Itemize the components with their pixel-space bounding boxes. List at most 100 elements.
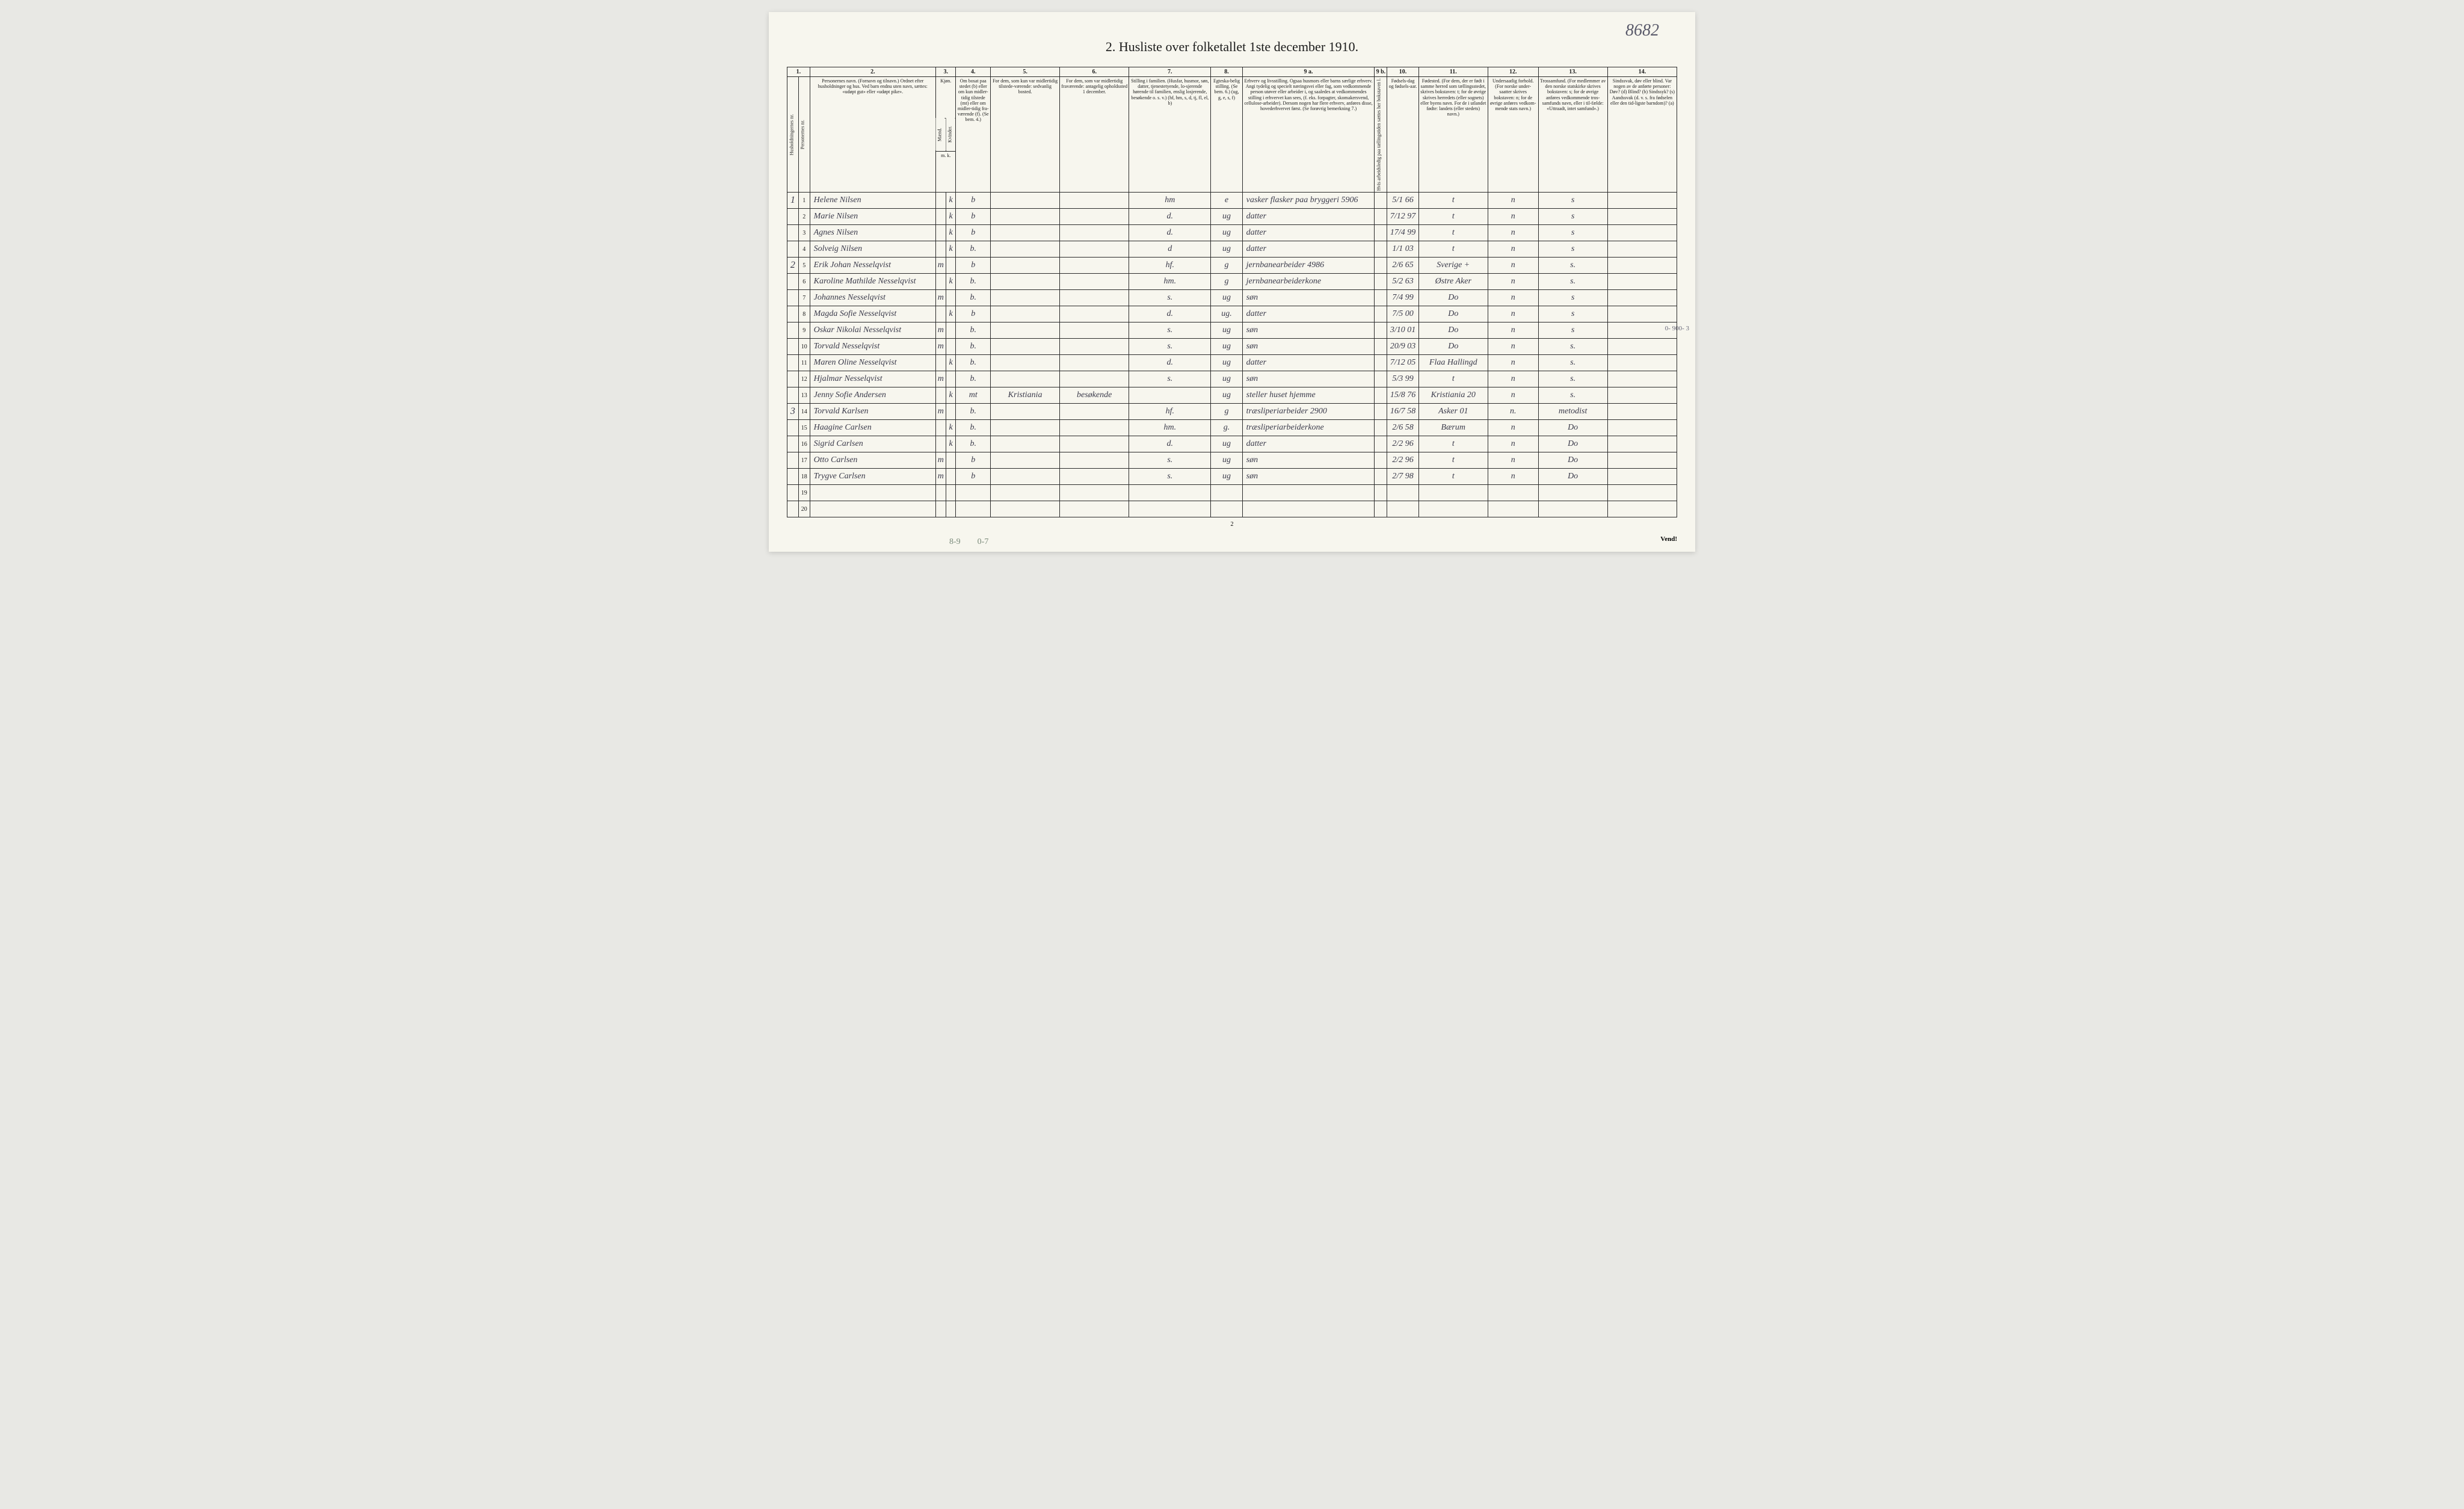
c5-cell [991,501,1060,517]
pn-cell: 6 [798,274,810,290]
table-row: 11Helene Nilsenkbhmevasker flasker paa b… [787,193,1677,209]
c11-cell: t [1418,225,1488,241]
colnum-1: 1. [787,67,810,77]
c11-cell: Kristiania 20 [1418,387,1488,404]
sex-k-cell [946,404,956,420]
c7-cell: s. [1129,469,1211,485]
c7-cell: s. [1129,452,1211,469]
name-cell [810,501,935,517]
corner-number: 8682 [1625,21,1659,40]
c10-cell: 2/2 96 [1387,436,1418,452]
name-cell: Agnes Nilsen [810,225,935,241]
c7-cell: d. [1129,355,1211,371]
table-row: 8Magda Sofie Nesselqvistkbd.ug.datter7/5… [787,306,1677,322]
c9a-cell: datter [1242,241,1375,258]
sex-k-cell [946,452,956,469]
c5-cell [991,241,1060,258]
sex-k-cell [946,469,956,485]
pn-cell: 4 [798,241,810,258]
header-nationality: Undersaatlig forhold. (For norske under-… [1488,77,1538,193]
sex-m-cell [935,436,946,452]
table-row: 6Karoline Mathilde Nesselqvistkb.hm.gjer… [787,274,1677,290]
c10-cell: 7/12 05 [1387,355,1418,371]
c10-cell: 2/7 98 [1387,469,1418,485]
residence-cell: b. [956,436,991,452]
c11-cell: t [1418,452,1488,469]
sex-k-cell [946,258,956,274]
c7-cell: s. [1129,371,1211,387]
hh-cell [787,501,799,517]
c13-cell: s [1538,225,1607,241]
residence-cell: mt [956,387,991,404]
c14-cell [1607,404,1677,420]
bottom-notes: 8-9 0-7 [949,537,988,547]
c9b-cell [1375,485,1387,501]
c10-cell: 3/10 01 [1387,322,1418,339]
c9a-cell: træsliperiarbeider 2900 [1242,404,1375,420]
c14-cell [1607,225,1677,241]
c5-cell [991,209,1060,225]
table-row: 11Maren Oline Nesselqvistkb.d.ugdatter7/… [787,355,1677,371]
c9b-cell [1375,258,1387,274]
c7-cell: d. [1129,225,1211,241]
c10-cell: 5/2 63 [1387,274,1418,290]
c8-cell: g [1211,404,1242,420]
c5-cell [991,371,1060,387]
c9b-cell [1375,436,1387,452]
residence-cell: b. [956,355,991,371]
c10-cell [1387,485,1418,501]
residence-cell: b [956,452,991,469]
name-cell: Hjalmar Nesselqvist [810,371,935,387]
sex-k-cell: k [946,355,956,371]
c14-cell [1607,241,1677,258]
c11-cell: t [1418,469,1488,485]
c5-cell [991,193,1060,209]
c10-cell [1387,501,1418,517]
c9a-cell: træsliperiarbeiderkone [1242,420,1375,436]
pn-cell: 10 [798,339,810,355]
bottom-note-2: 0-7 [978,537,989,546]
c11-cell: t [1418,241,1488,258]
pn-cell: 9 [798,322,810,339]
c6-cell [1060,420,1129,436]
c9b-cell [1375,404,1387,420]
sex-k-cell [946,290,956,306]
name-cell: Otto Carlsen [810,452,935,469]
c8-cell: ug [1211,371,1242,387]
header-hh: Husholdningernes nr. [787,77,799,193]
colnum-12: 12. [1488,67,1538,77]
c7-cell: hm [1129,193,1211,209]
sex-k-cell: k [946,420,956,436]
c8-cell: ug [1211,322,1242,339]
margin-note-right: 0- 900- 3 [1665,325,1689,332]
pn-cell: 3 [798,225,810,241]
hh-cell: 2 [787,258,799,274]
c14-cell [1607,371,1677,387]
sex-m-cell: m [935,404,946,420]
c10-cell: 7/5 00 [1387,306,1418,322]
c11-cell: Do [1418,322,1488,339]
table-row: 19 [787,485,1677,501]
residence-cell: b [956,225,991,241]
sex-m-cell: m [935,322,946,339]
name-cell: Magda Sofie Nesselqvist [810,306,935,322]
table-row: 12Hjalmar Nesselqvistmb.s.ugsøn5/3 99tns… [787,371,1677,387]
hh-cell [787,339,799,355]
c12-cell: n [1488,225,1538,241]
c6-cell [1060,371,1129,387]
c12-cell: n [1488,355,1538,371]
pn-cell: 15 [798,420,810,436]
c6-cell [1060,193,1129,209]
c10-cell: 5/3 99 [1387,371,1418,387]
c11-cell: Do [1418,339,1488,355]
c10-cell: 16/7 58 [1387,404,1418,420]
sex-m-cell [935,193,946,209]
pn-cell: 16 [798,436,810,452]
c9a-cell: søn [1242,290,1375,306]
c14-cell [1607,290,1677,306]
c14-cell [1607,452,1677,469]
c6-cell [1060,322,1129,339]
c6-cell [1060,436,1129,452]
c10-cell: 7/12 97 [1387,209,1418,225]
c14-cell [1607,258,1677,274]
